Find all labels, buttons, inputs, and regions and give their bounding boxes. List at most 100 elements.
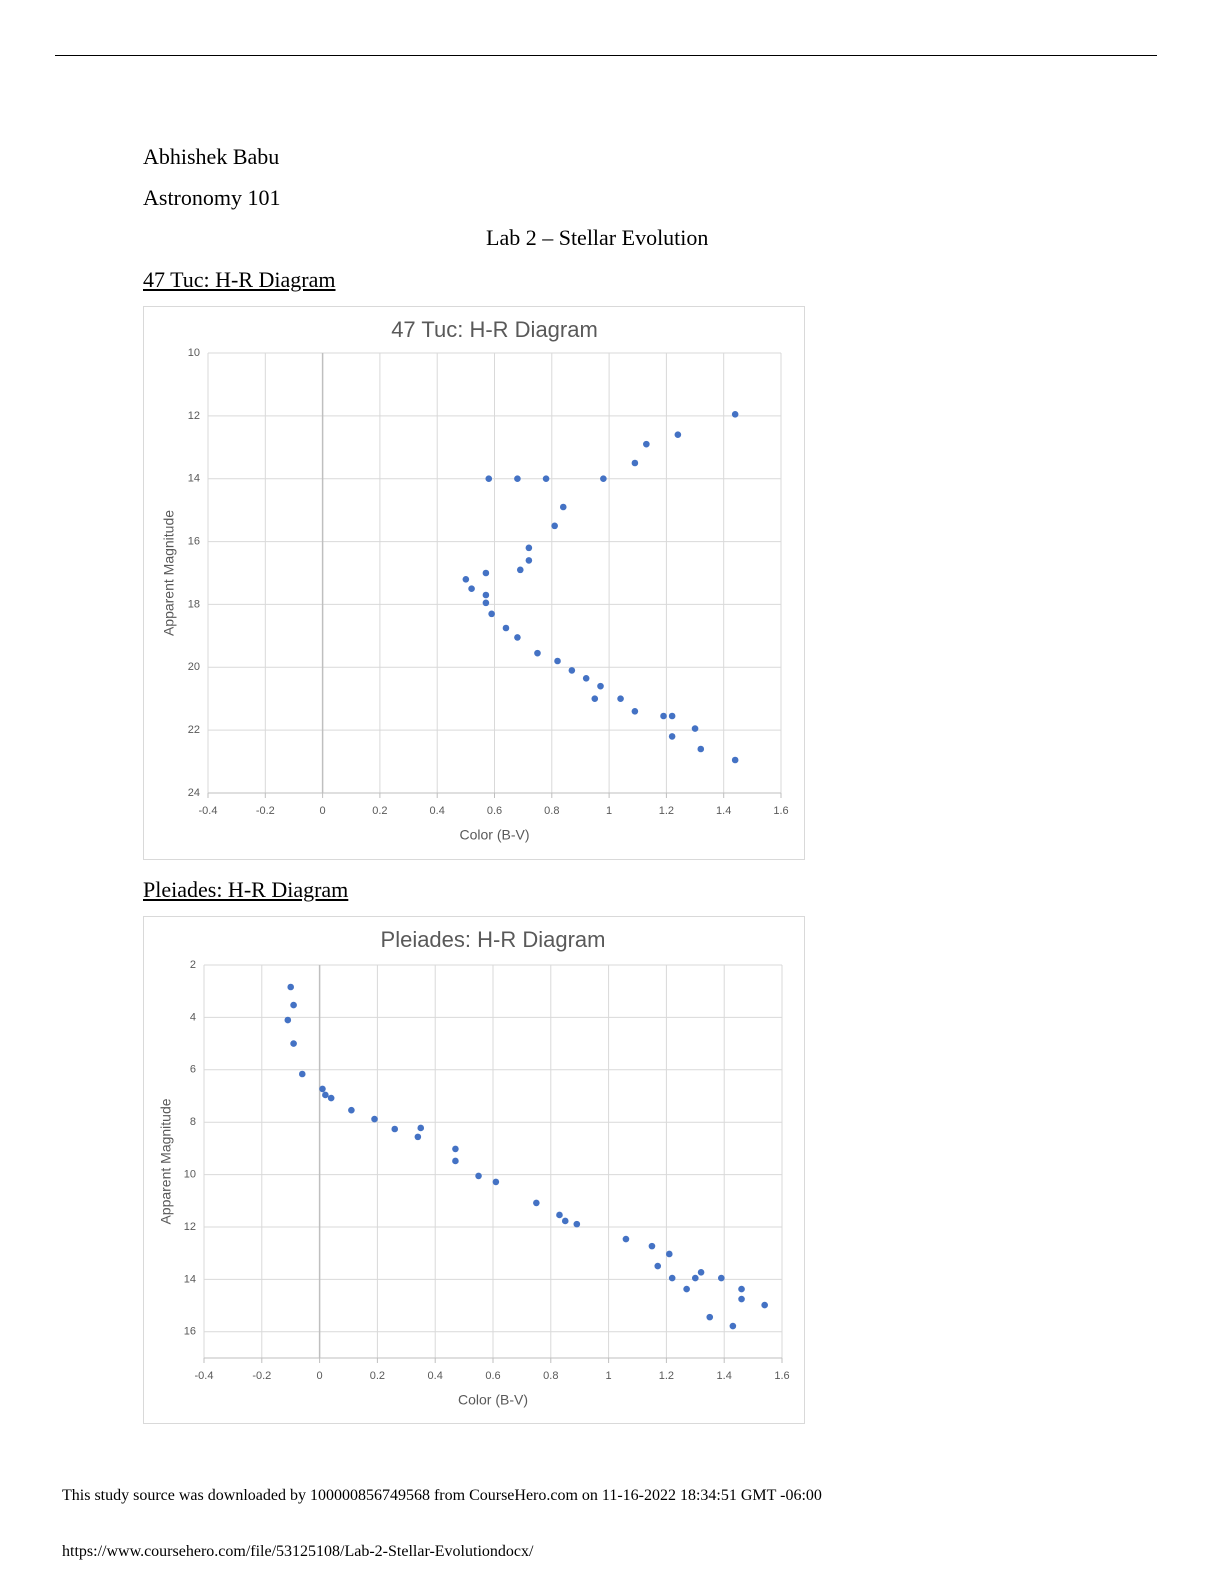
- x-tick-label: 1: [606, 805, 612, 817]
- course: Astronomy 101: [143, 185, 281, 210]
- data-point: [573, 1220, 581, 1228]
- data-point: [582, 674, 590, 682]
- data-point: [631, 459, 639, 467]
- data-point: [462, 575, 470, 583]
- data-point: [319, 1085, 326, 1093]
- x-tick-label: -0.4: [199, 805, 218, 817]
- data-point: [417, 1124, 425, 1132]
- data-point: [287, 983, 294, 991]
- data-point: [559, 503, 567, 511]
- data-point: [514, 634, 521, 641]
- section-heading: 47 Tuc: H-R Diagram: [143, 267, 336, 292]
- x-tick-label: 0: [320, 805, 326, 817]
- data-point: [668, 1274, 676, 1282]
- x-tick-label: 0.4: [428, 1370, 443, 1382]
- data-point: [731, 756, 739, 764]
- chart-title: 47 Tuc: H-R Diagram: [391, 317, 598, 342]
- data-point: [643, 440, 650, 448]
- y-tick-label: 4: [190, 1011, 196, 1023]
- data-point: [731, 410, 739, 418]
- data-point: [452, 1157, 459, 1165]
- data-point: [622, 1235, 630, 1243]
- y-tick-label: 2: [190, 959, 196, 971]
- data-point: [525, 557, 533, 564]
- data-point: [648, 1242, 656, 1250]
- section-heading: Pleiades: H-R Diagram: [143, 877, 349, 902]
- x-tick-label: 1.2: [659, 1370, 674, 1382]
- data-point: [348, 1106, 355, 1114]
- y-tick-label: 18: [188, 598, 200, 610]
- x-tick-label: 0.6: [487, 805, 502, 817]
- y-tick-label: 14: [184, 1273, 196, 1285]
- data-point: [533, 1199, 540, 1207]
- data-point: [556, 1211, 563, 1219]
- chart-title: Pleiades: H-R Diagram: [381, 927, 606, 952]
- data-point: [665, 1250, 673, 1258]
- author: Abhishek Babu: [143, 144, 280, 169]
- x-tick-label: 0: [317, 1370, 323, 1382]
- data-point: [729, 1322, 737, 1330]
- header-rule: [55, 55, 1157, 56]
- y-tick-label: 22: [188, 724, 200, 736]
- x-tick-label: 0.8: [543, 1370, 558, 1382]
- x-tick-label: 0.2: [370, 1370, 385, 1382]
- footer-source: This study source was downloaded by 1000…: [62, 1487, 822, 1504]
- x-tick-label: -0.2: [252, 1370, 271, 1382]
- doc-title: Lab 2 – Stellar Evolution: [486, 225, 709, 250]
- data-point: [691, 725, 699, 732]
- y-tick-label: 16: [188, 535, 200, 547]
- chart-border: [143, 916, 805, 1424]
- y-tick-label: 14: [188, 473, 200, 485]
- data-point: [414, 1133, 422, 1141]
- data-point: [706, 1313, 714, 1321]
- data-point: [683, 1285, 690, 1293]
- data-point: [631, 707, 639, 715]
- data-point: [488, 610, 495, 618]
- chart: 47 Tuc: H-R Diagram1012141618202224-0.4-…: [143, 306, 805, 860]
- x-tick-label: 1: [606, 1370, 612, 1382]
- x-tick-label: 1.6: [773, 805, 788, 817]
- data-point: [482, 599, 490, 607]
- data-point: [327, 1094, 335, 1102]
- data-point: [322, 1091, 329, 1099]
- footer-url: https://www.coursehero.com/file/53125108…: [62, 1543, 534, 1560]
- data-point: [568, 667, 576, 674]
- data-point: [554, 657, 561, 665]
- data-point: [371, 1115, 378, 1123]
- data-point: [597, 682, 604, 690]
- data-point: [697, 745, 705, 753]
- data-point: [475, 1172, 482, 1180]
- y-tick-label: 12: [188, 410, 200, 422]
- data-point: [514, 475, 521, 483]
- x-tick-label: -0.4: [195, 1370, 214, 1382]
- data-point: [697, 1269, 705, 1276]
- x-tick-label: -0.2: [256, 805, 275, 817]
- y-axis-label: Apparent Magnitude: [161, 510, 177, 636]
- x-tick-label: 0.4: [430, 805, 445, 817]
- y-tick-label: 10: [188, 347, 200, 359]
- data-point: [391, 1125, 399, 1133]
- x-tick-label: 1.4: [716, 805, 731, 817]
- data-point: [525, 544, 533, 552]
- data-point: [290, 1040, 297, 1047]
- x-tick-label: 0.8: [544, 805, 559, 817]
- data-point: [452, 1145, 459, 1153]
- x-tick-label: 0.2: [372, 805, 387, 817]
- x-tick-label: 0.6: [485, 1370, 500, 1382]
- data-point: [761, 1301, 768, 1309]
- y-tick-label: 24: [188, 787, 200, 799]
- data-point: [516, 566, 524, 574]
- data-point: [738, 1285, 745, 1293]
- data-point: [290, 1001, 297, 1009]
- data-point: [485, 475, 493, 483]
- data-point: [668, 733, 676, 740]
- data-point: [654, 1262, 662, 1270]
- data-point: [551, 522, 558, 530]
- data-point: [468, 585, 475, 593]
- data-point: [674, 431, 682, 439]
- data-point: [284, 1016, 292, 1024]
- data-point: [561, 1217, 569, 1225]
- data-point: [660, 712, 667, 720]
